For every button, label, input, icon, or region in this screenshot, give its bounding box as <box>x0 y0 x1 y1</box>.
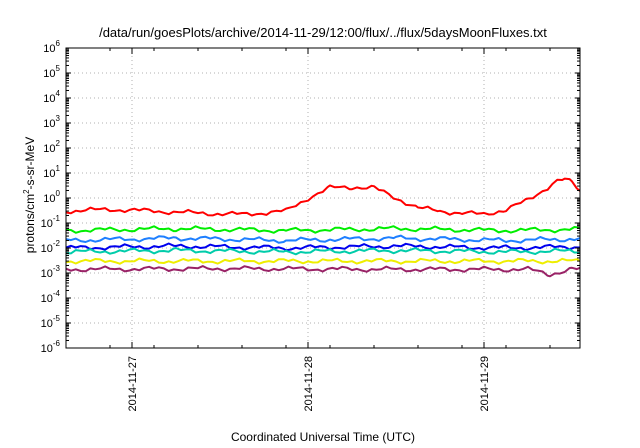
y-tick-label-base: 10 <box>43 68 55 80</box>
y-tick-label-base: 10 <box>41 343 53 355</box>
y-tick-label-exponent: 3 <box>56 114 61 123</box>
y-tick-label-exponent: -5 <box>53 314 61 323</box>
y-axis-label: protons/cm2-s-sr-MeV <box>22 137 37 253</box>
grid <box>66 48 580 348</box>
series-line-2 <box>66 225 580 234</box>
y-tick-label-exponent: 2 <box>56 139 61 148</box>
series-line-3 <box>66 234 580 244</box>
y-tick-label: 10-5 <box>41 314 61 330</box>
y-tick-label: 105 <box>43 64 60 80</box>
y-tick-label-exponent: 0 <box>56 189 61 198</box>
x-tick-label: 2014-11-29 <box>479 356 491 411</box>
x-tick-label: 2014-11-28 <box>303 356 315 411</box>
y-tick-label: 10-2 <box>41 239 61 255</box>
y-axis-label-rest: -s-sr-MeV <box>23 137 37 190</box>
x-axis-ticks: 2014-11-27 2014-11-28 2014-11-29 <box>65 48 551 411</box>
y-axis-label-base: protons/cm <box>23 194 37 253</box>
y-tick-label-base: 10 <box>43 193 55 205</box>
y-tick-label-base: 10 <box>43 168 55 180</box>
y-tick-label: 106 <box>43 39 60 55</box>
y-tick-label-base: 10 <box>43 143 55 155</box>
y-tick-label-base: 10 <box>41 293 53 305</box>
y-tick-label-exponent: 5 <box>56 64 61 73</box>
y-tick-label: 101 <box>43 164 60 180</box>
y-axis-ticks: 10-610-510-410-310-210-11001011021031041… <box>41 39 580 355</box>
y-tick-label-exponent: -6 <box>53 339 61 348</box>
y-tick-label: 103 <box>43 114 60 130</box>
series-line-4 <box>66 242 580 252</box>
series-line-7 <box>66 265 580 278</box>
x-tick-label: 2014-11-27 <box>127 356 139 411</box>
y-tick-label: 10-3 <box>41 264 61 280</box>
y-tick-label-exponent: -3 <box>53 264 61 273</box>
chart-title: /data/run/goesPlots/archive/2014-11-29/1… <box>99 25 547 40</box>
y-tick-label: 10-1 <box>41 214 61 230</box>
series-group <box>66 177 580 278</box>
y-tick-label: 10-4 <box>41 289 61 305</box>
y-tick-label: 102 <box>43 139 60 155</box>
y-tick-label: 10-6 <box>41 339 61 355</box>
y-tick-label-exponent: -1 <box>53 214 61 223</box>
x-axis-label: Coordinated Universal Time (UTC) <box>231 430 415 444</box>
y-tick-label: 100 <box>43 189 60 205</box>
y-tick-label-base: 10 <box>43 118 55 130</box>
y-tick-label: 104 <box>43 89 60 105</box>
series-line-1 <box>66 177 580 217</box>
series-line-6 <box>66 257 580 265</box>
y-tick-label-exponent: 6 <box>56 39 61 48</box>
y-tick-label-exponent: 4 <box>56 89 61 98</box>
series-line-5 <box>66 247 580 256</box>
y-tick-label-base: 10 <box>41 318 53 330</box>
y-tick-label-base: 10 <box>41 243 53 255</box>
y-axis-label-superscript: 2 <box>22 189 31 194</box>
y-tick-label-exponent: -2 <box>53 239 61 248</box>
y-tick-label-base: 10 <box>41 218 53 230</box>
y-tick-label-base: 10 <box>43 43 55 55</box>
y-tick-label-base: 10 <box>43 93 55 105</box>
y-tick-label-base: 10 <box>41 268 53 280</box>
y-tick-label-exponent: 1 <box>56 164 61 173</box>
y-tick-label-exponent: -4 <box>53 289 61 298</box>
